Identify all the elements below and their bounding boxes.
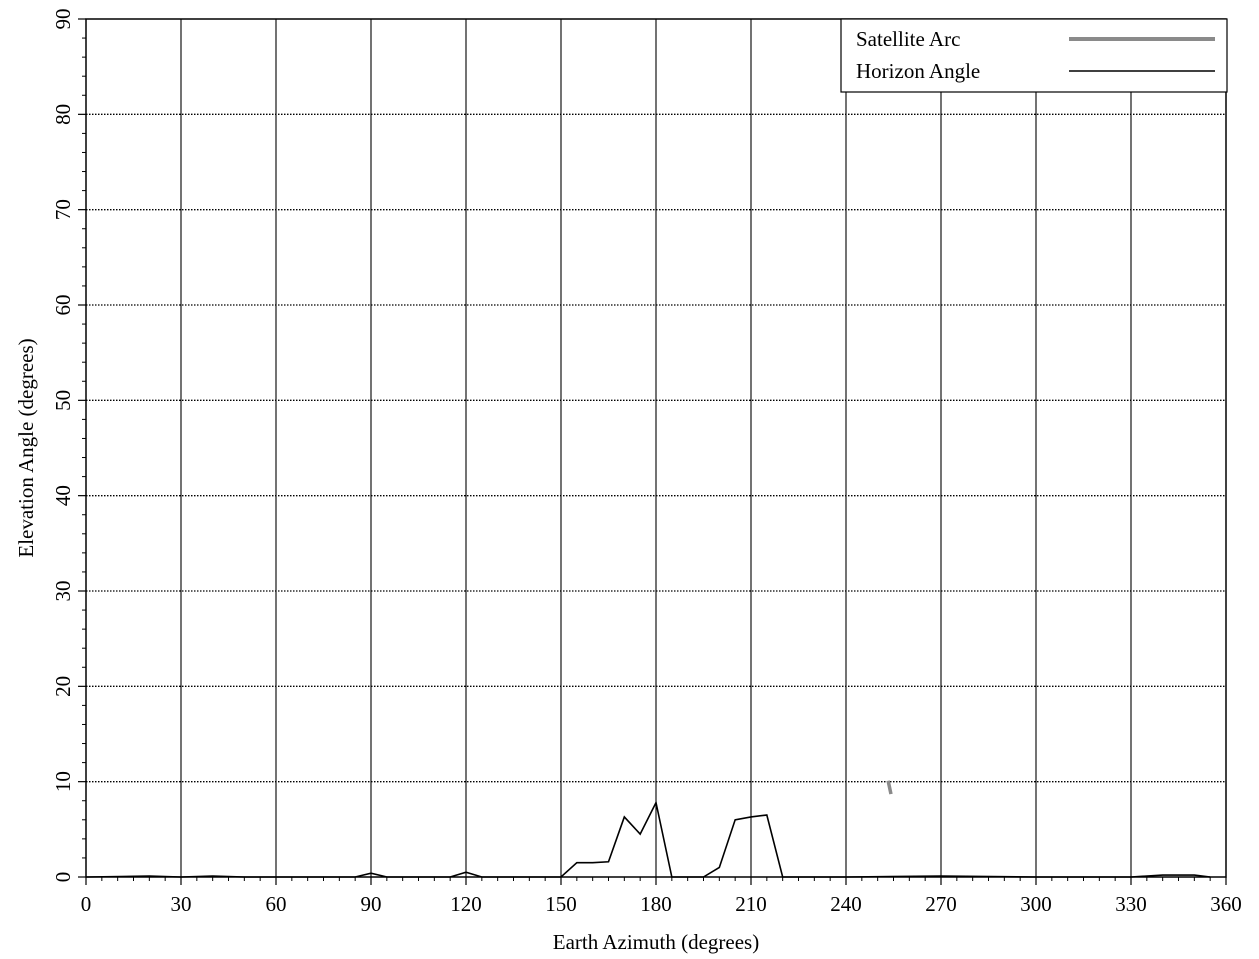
y-tick-label-0: 0 bbox=[51, 872, 75, 883]
x-tick-label-360: 360 bbox=[1210, 892, 1242, 916]
legend-label-satellite-arc: Satellite Arc bbox=[856, 27, 960, 51]
x-tick-label-180: 180 bbox=[640, 892, 672, 916]
y-tick-label-70: 70 bbox=[51, 199, 75, 220]
grid-lines bbox=[86, 19, 1226, 877]
y-tick-label-30: 30 bbox=[51, 581, 75, 602]
x-tick-label-300: 300 bbox=[1020, 892, 1052, 916]
y-tick-label-40: 40 bbox=[51, 485, 75, 506]
legend: Satellite Arc Horizon Angle bbox=[840, 18, 1228, 93]
x-tick-label-0: 0 bbox=[81, 892, 92, 916]
x-tick-label-270: 270 bbox=[925, 892, 957, 916]
series-line-horizon-angle bbox=[85, 800, 1211, 878]
legend-label-horizon-angle: Horizon Angle bbox=[856, 59, 980, 83]
plot-series bbox=[85, 780, 1211, 878]
x-tick-label-120: 120 bbox=[450, 892, 482, 916]
y-tick-label-90: 90 bbox=[51, 9, 75, 30]
y-tick-label-20: 20 bbox=[51, 676, 75, 697]
series-line-satellite-arc bbox=[886, 780, 893, 795]
legend-box bbox=[840, 18, 1228, 93]
x-tick-label-150: 150 bbox=[545, 892, 577, 916]
x-axis-label: Earth Azimuth (degrees) bbox=[553, 930, 759, 954]
x-tick-label-30: 30 bbox=[171, 892, 192, 916]
x-tick-label-240: 240 bbox=[830, 892, 862, 916]
y-tick-label-80: 80 bbox=[51, 104, 75, 125]
y-tick-label-50: 50 bbox=[51, 390, 75, 411]
axis-ticks: 0 30 60 90 120 150 180 210 240 270 300 330 360 0 10 20 3… bbox=[51, 9, 1242, 917]
y-tick-label-60: 60 bbox=[51, 295, 75, 316]
x-tick-label-330: 330 bbox=[1115, 892, 1147, 916]
y-axis-label: Elevation Angle (degrees) bbox=[14, 338, 38, 557]
x-tick-label-90: 90 bbox=[361, 892, 382, 916]
y-tick-label-10: 10 bbox=[51, 771, 75, 792]
x-tick-label-210: 210 bbox=[735, 892, 767, 916]
x-tick-label-60: 60 bbox=[266, 892, 287, 916]
